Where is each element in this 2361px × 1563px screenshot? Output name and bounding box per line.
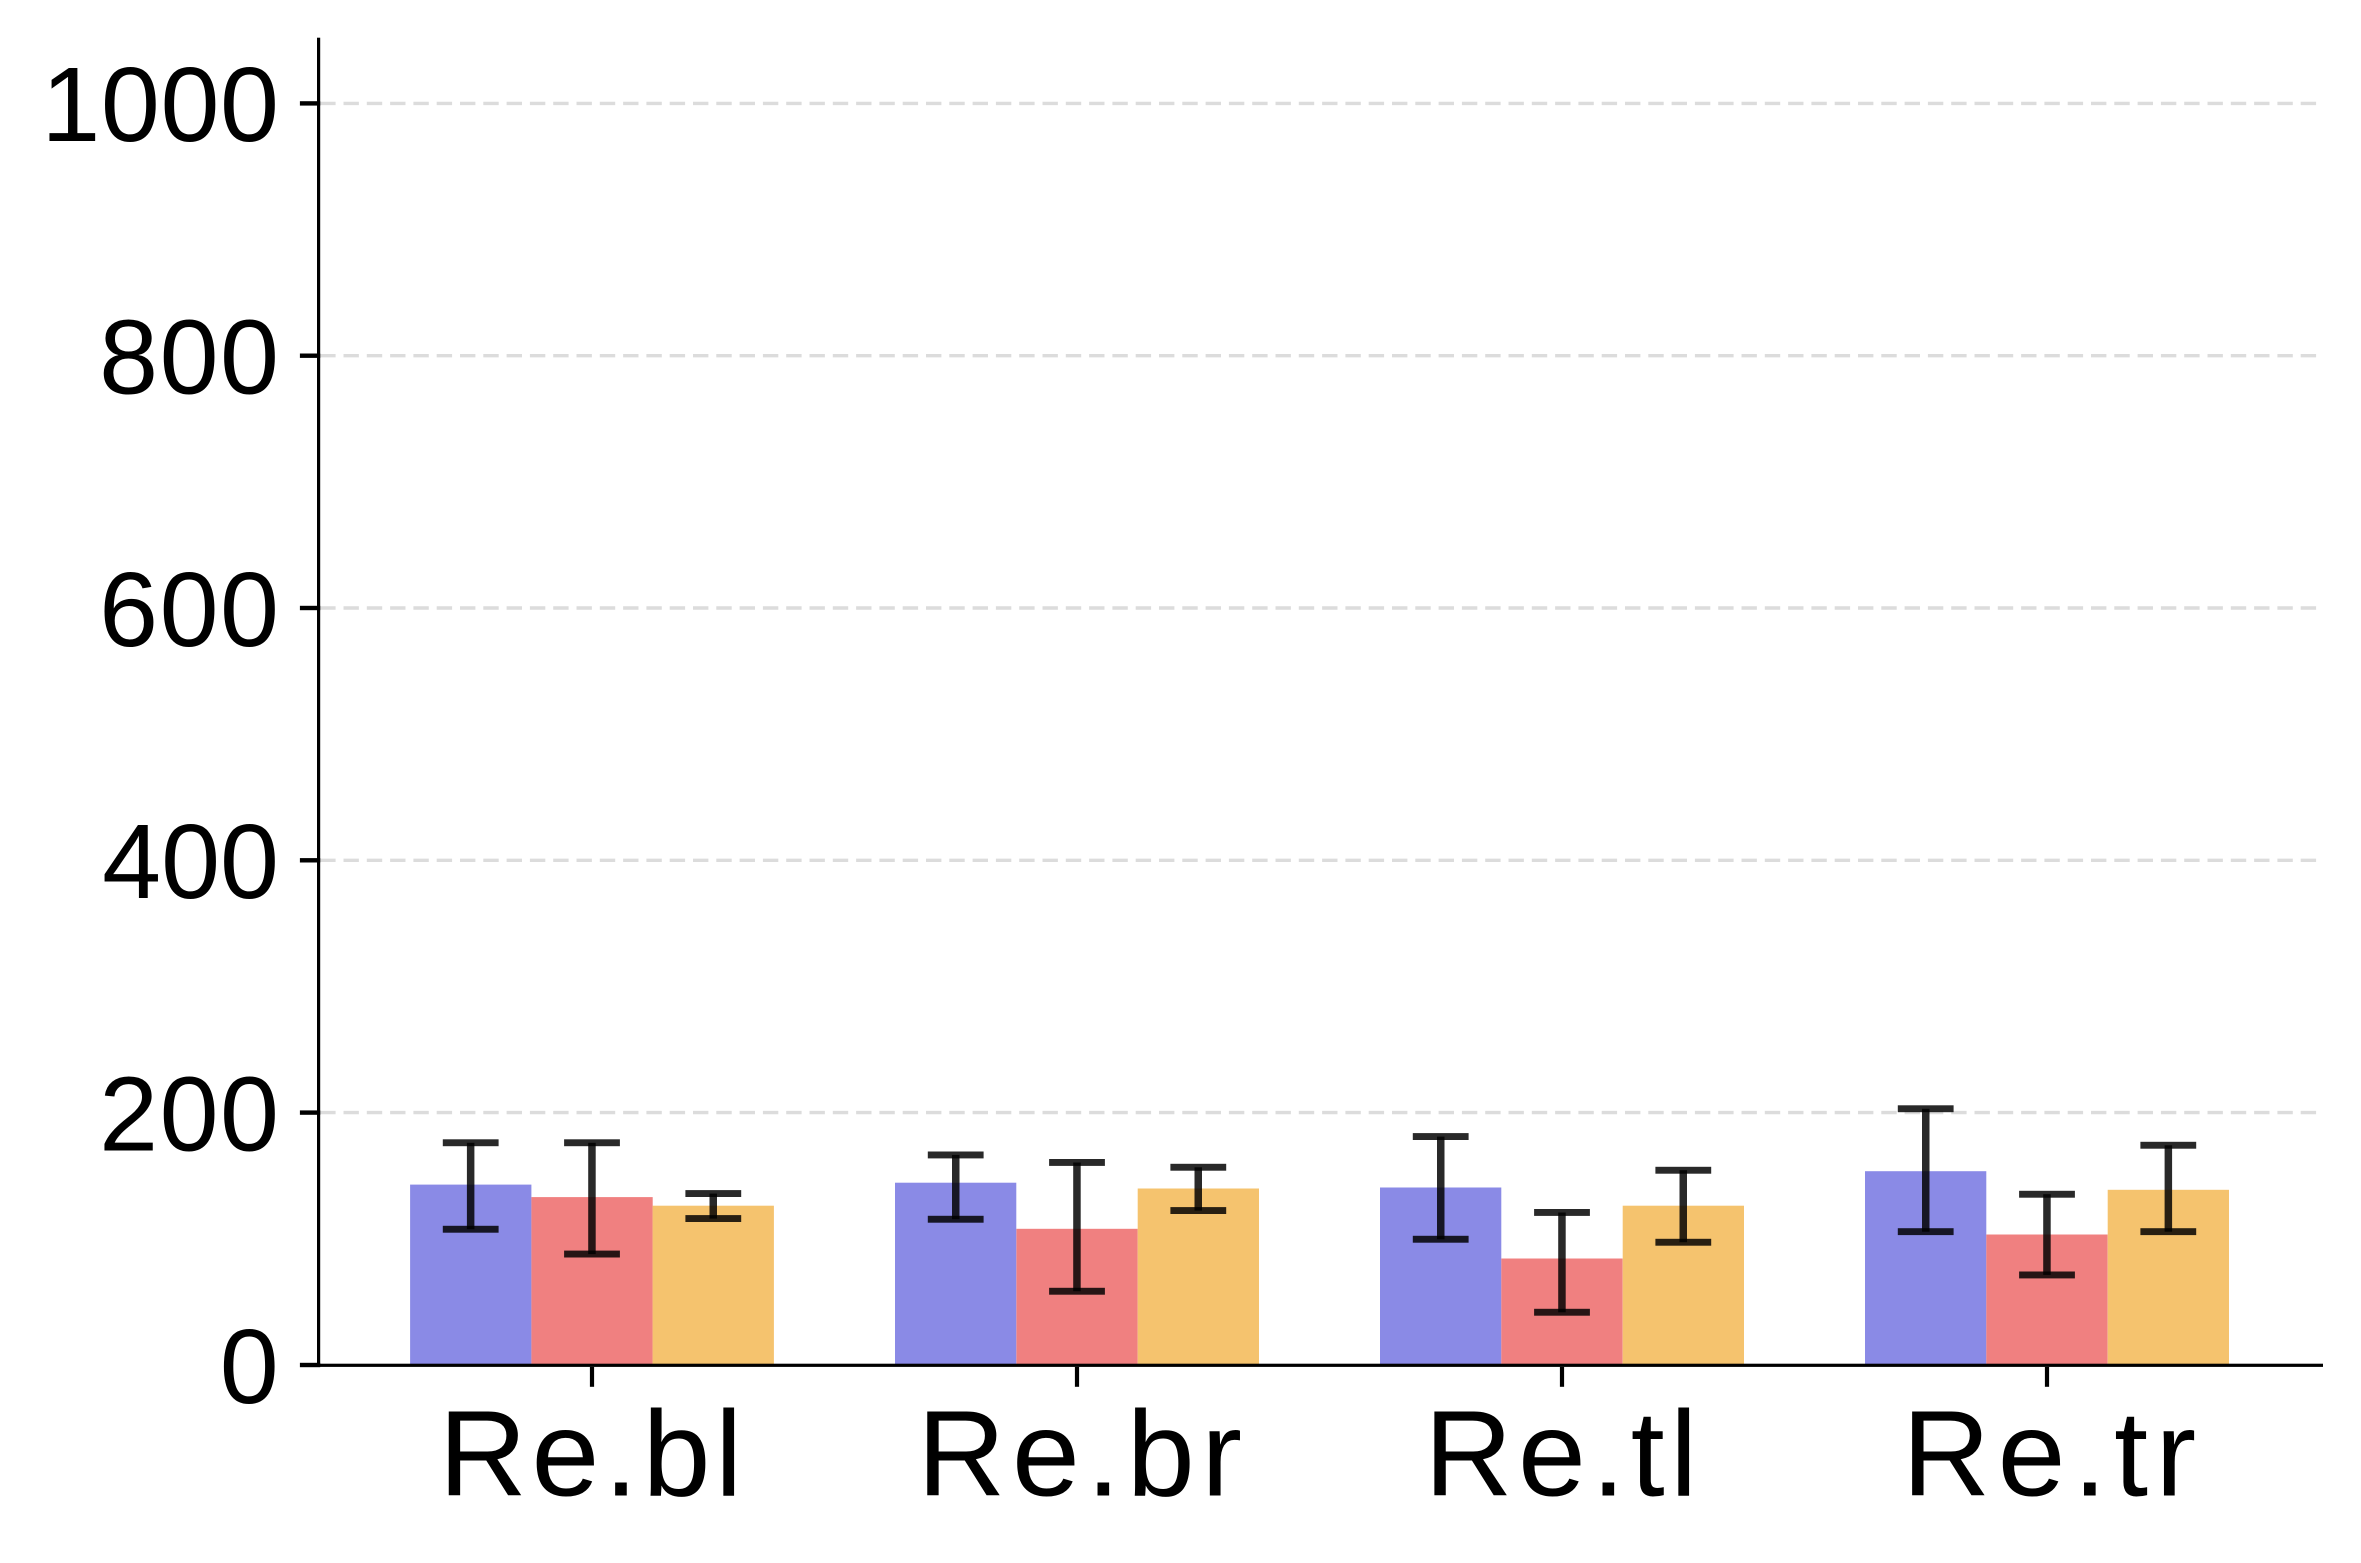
svg-text:1000: 1000 — [41, 46, 279, 164]
svg-text:800: 800 — [99, 299, 280, 417]
svg-text:Re.tr: Re.tr — [1902, 1386, 2203, 1522]
svg-text:0: 0 — [220, 1308, 282, 1426]
svg-text:Re.bl: Re.bl — [439, 1386, 747, 1522]
svg-text:600: 600 — [99, 551, 280, 669]
svg-text:Re.tl: Re.tl — [1424, 1386, 1702, 1522]
svg-text:Re.br: Re.br — [917, 1386, 1248, 1522]
svg-text:200: 200 — [99, 1055, 280, 1173]
svg-text:400: 400 — [102, 803, 279, 921]
